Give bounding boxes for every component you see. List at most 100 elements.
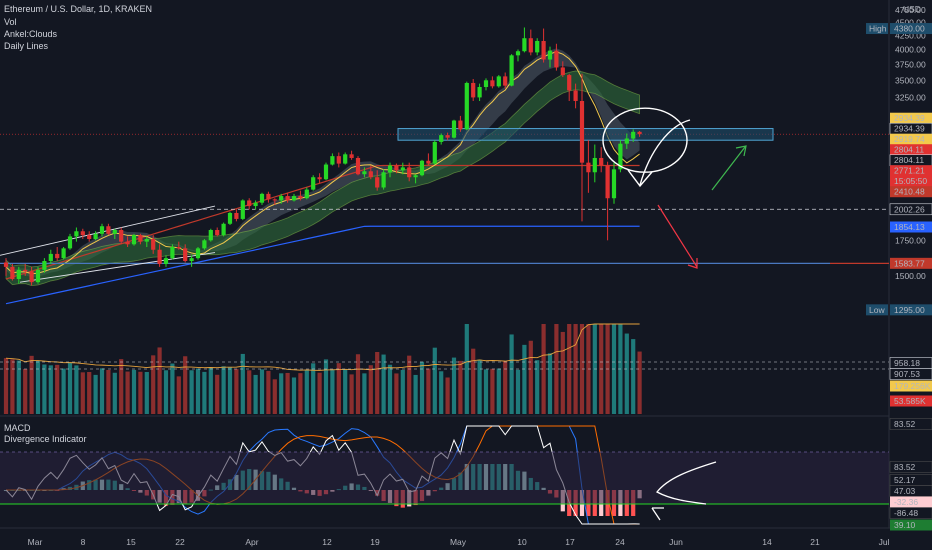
volume-bar	[291, 377, 297, 414]
macd-subtitle[interactable]: Divergence Indicator	[4, 434, 87, 444]
candle-body	[266, 193, 271, 200]
candle-body	[349, 154, 354, 158]
volume-bar	[80, 372, 85, 414]
price-tag-bg	[889, 203, 932, 216]
channel-lower-line	[19, 252, 216, 283]
volume-bar	[189, 370, 194, 414]
macd-title[interactable]: MACD	[4, 423, 31, 433]
candle-body	[496, 76, 501, 87]
candles-group	[3, 27, 642, 286]
candle-body	[445, 135, 450, 138]
macd-tag-bg	[889, 461, 932, 473]
volume-bar	[528, 340, 533, 414]
volume-legend[interactable]: Vol	[4, 17, 17, 27]
time-axis-tick: 15	[126, 537, 136, 547]
volume-bar	[567, 324, 572, 414]
price-axis-tick: 1500.00	[895, 271, 926, 281]
volume-bar	[298, 373, 303, 414]
candle-body	[80, 231, 85, 236]
candle-body	[586, 162, 591, 173]
candle-body	[202, 240, 207, 249]
volume-bar	[554, 324, 559, 414]
volume-bar	[445, 377, 450, 414]
volume-bar	[311, 363, 316, 414]
candle-body	[343, 154, 348, 164]
macd-tag-value: -32.36	[894, 497, 918, 507]
volume-bar	[106, 370, 111, 414]
price-tag-bg	[890, 144, 932, 156]
symbol-legend[interactable]: Ethereum / U.S. Dollar, 1D, KRAKEN	[4, 4, 152, 15]
candle-body	[458, 120, 463, 130]
volume-bar	[279, 373, 284, 414]
candle-body	[317, 177, 322, 180]
volume-bar	[202, 371, 207, 414]
candle-body	[592, 157, 597, 173]
candle-body	[426, 160, 431, 164]
volume-bar	[131, 369, 137, 414]
price-tag-value: 2771.21	[894, 166, 925, 176]
volume-tag-value: 179.256K	[894, 381, 931, 391]
indicator-clouds-legend[interactable]: Ankel:Clouds	[4, 29, 58, 39]
candle-body	[407, 167, 412, 178]
macd-tag-bg	[890, 496, 932, 508]
volume-bar	[637, 351, 642, 414]
candle-body	[330, 156, 335, 165]
volume-bar	[387, 364, 393, 414]
candle-body	[253, 202, 258, 207]
volume-bar	[317, 372, 322, 414]
macd-tag-value: 47.03	[894, 486, 916, 496]
bearish-arrow	[657, 204, 698, 268]
price-tag-bg	[890, 257, 932, 269]
annotation-circle	[602, 107, 688, 173]
candle-body	[579, 100, 585, 163]
volume-bar	[87, 372, 92, 414]
time-axis-tick: 10	[517, 537, 527, 547]
volume-bar	[336, 363, 341, 414]
volume-bar	[496, 368, 501, 414]
volume-bar	[151, 355, 156, 414]
volume-bar	[535, 360, 540, 414]
volume-tag-bg	[890, 395, 932, 407]
volume-ma-line	[5, 323, 640, 371]
currency-label: USD	[903, 4, 921, 14]
candle-body	[509, 55, 514, 86]
candle-body	[279, 196, 284, 201]
macd-tag-bg	[890, 519, 932, 531]
bullish-arrow	[711, 146, 746, 191]
volume-bar	[266, 370, 271, 414]
candle-body	[42, 261, 47, 270]
price-tag-value: 1583.77	[894, 258, 925, 268]
time-axis-tick: May	[450, 537, 467, 547]
volume-bar	[631, 339, 636, 414]
volume-bar	[483, 369, 489, 414]
candle-body	[93, 233, 98, 240]
volume-bar	[119, 359, 124, 414]
price-axis-tick: 3500.00	[895, 75, 926, 85]
time-axis-tick: 14	[762, 537, 772, 547]
candle-body	[298, 196, 303, 199]
price-tag-label: High	[869, 24, 887, 34]
volume-tag-bg	[890, 380, 932, 392]
candle-body	[10, 266, 15, 280]
candle-body	[490, 80, 495, 87]
indicator-daily-lines-legend[interactable]: Daily Lines	[4, 41, 49, 51]
price-tag-value: 2804.11	[894, 145, 924, 155]
volume-bar	[29, 355, 34, 414]
candle-body	[471, 82, 476, 98]
volume-bar	[381, 354, 386, 414]
volume-bar	[400, 370, 405, 414]
volume-bar	[99, 368, 105, 414]
price-tag-bg	[890, 221, 932, 233]
price-axis-tick: 4500.00	[895, 17, 926, 27]
volume-bar	[304, 369, 309, 414]
candle-body	[67, 236, 73, 249]
candle-body	[554, 50, 559, 68]
volume-bar	[61, 368, 66, 414]
volume-bar	[170, 363, 175, 414]
volume-bar	[503, 361, 508, 414]
volume-bar	[10, 359, 15, 414]
candle-body	[99, 226, 105, 234]
macd-tag-bg	[889, 507, 932, 519]
price-tag-value: 15:05:50	[894, 176, 927, 186]
